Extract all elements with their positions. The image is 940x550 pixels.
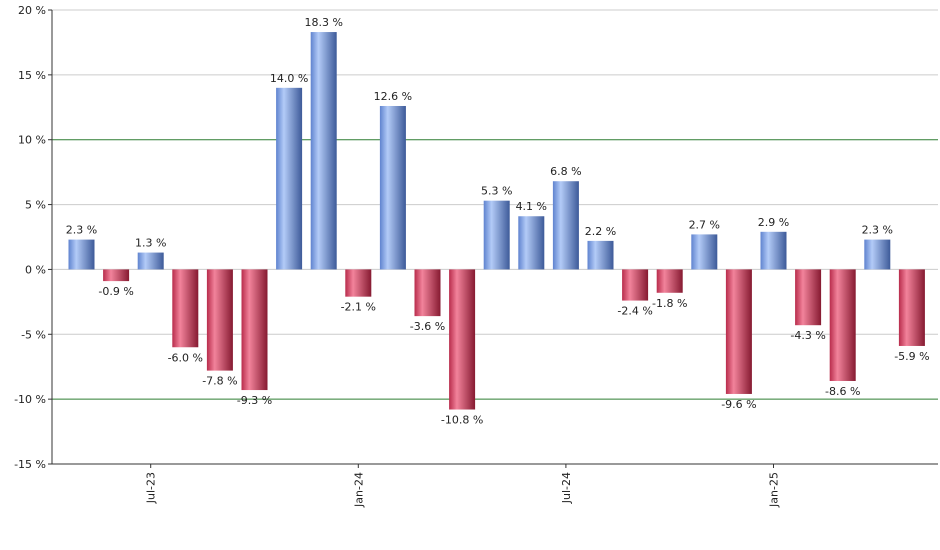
data-label: -8.6 %: [825, 385, 860, 398]
bar: [552, 181, 579, 270]
data-label: -6.0 %: [168, 351, 203, 364]
bar: [622, 269, 649, 301]
y-tick-label: -15 %: [14, 458, 46, 471]
data-label: 2.3 %: [862, 224, 893, 237]
data-label: 6.8 %: [550, 165, 581, 178]
data-label: 2.9 %: [758, 216, 789, 229]
bar: [483, 200, 510, 270]
x-tick-label: Jul-23: [145, 472, 158, 504]
bar: [829, 269, 856, 381]
data-labels: 2.3 % -0.9 % 1.3 % -6.0 % -7.8 %-9.3 % 14.0 %…: [66, 16, 930, 426]
data-label: -0.9 %: [98, 285, 133, 298]
data-label: -2.4 %: [617, 305, 652, 318]
bar: [414, 269, 441, 317]
bar: [760, 231, 787, 270]
y-tick-label: 5 %: [25, 199, 46, 212]
data-label: 18.3 %: [304, 16, 342, 29]
bar: [103, 269, 130, 282]
bar: [656, 269, 683, 293]
y-tick-label: 15 %: [18, 69, 46, 82]
data-label: -7.8 %: [202, 375, 237, 388]
bars: [68, 32, 925, 410]
data-label: -10.8 %: [441, 414, 483, 427]
bar: [587, 240, 614, 270]
data-label: -4.3 %: [790, 329, 825, 342]
data-label: 5.3 %: [481, 185, 512, 198]
data-label: -3.6 %: [410, 320, 445, 333]
data-label: 14.0 %: [270, 72, 308, 85]
axes: -15 % -10 % -5 % 0 % 5 % 10 % 15 % 20 % Jul-23 Ja…: [14, 4, 938, 508]
bar: [379, 105, 406, 270]
bar: [172, 269, 199, 348]
bar: [68, 239, 95, 270]
data-label: -5.9 %: [894, 350, 929, 363]
x-tick-label: Jul-24: [560, 472, 573, 504]
data-label: 2.2 %: [585, 225, 616, 238]
data-label: -9.3 %: [237, 394, 272, 407]
data-label: 1.3 %: [135, 237, 166, 250]
bar: [276, 87, 303, 270]
data-label: -9.6 %: [721, 398, 756, 411]
data-label: 2.7 %: [689, 218, 720, 231]
bar: [691, 234, 718, 270]
data-label: 12.6 %: [374, 90, 412, 103]
x-tick-label: Jan-25: [768, 472, 781, 508]
bar: [725, 269, 752, 394]
bar: [137, 252, 164, 270]
bar: [898, 269, 925, 346]
bar: [241, 269, 268, 391]
bar: [518, 216, 545, 270]
bar: [310, 32, 337, 270]
bar: [864, 239, 891, 270]
data-label: -1.8 %: [652, 297, 687, 310]
y-tick-label: 10 %: [18, 134, 46, 147]
x-tick-label: Jan-24: [352, 472, 365, 508]
data-label: -2.1 %: [341, 301, 376, 314]
data-label: 2.3 %: [66, 224, 97, 237]
y-tick-label: -10 %: [14, 393, 46, 406]
bar: [795, 269, 822, 326]
y-tick-label: 20 %: [18, 4, 46, 17]
bar: [206, 269, 233, 371]
y-tick-label: 0 %: [25, 263, 46, 276]
y-tick-label: -5 %: [21, 328, 46, 341]
bar: [449, 269, 476, 410]
data-label: 4.1 %: [516, 200, 547, 213]
bar: [345, 269, 372, 297]
